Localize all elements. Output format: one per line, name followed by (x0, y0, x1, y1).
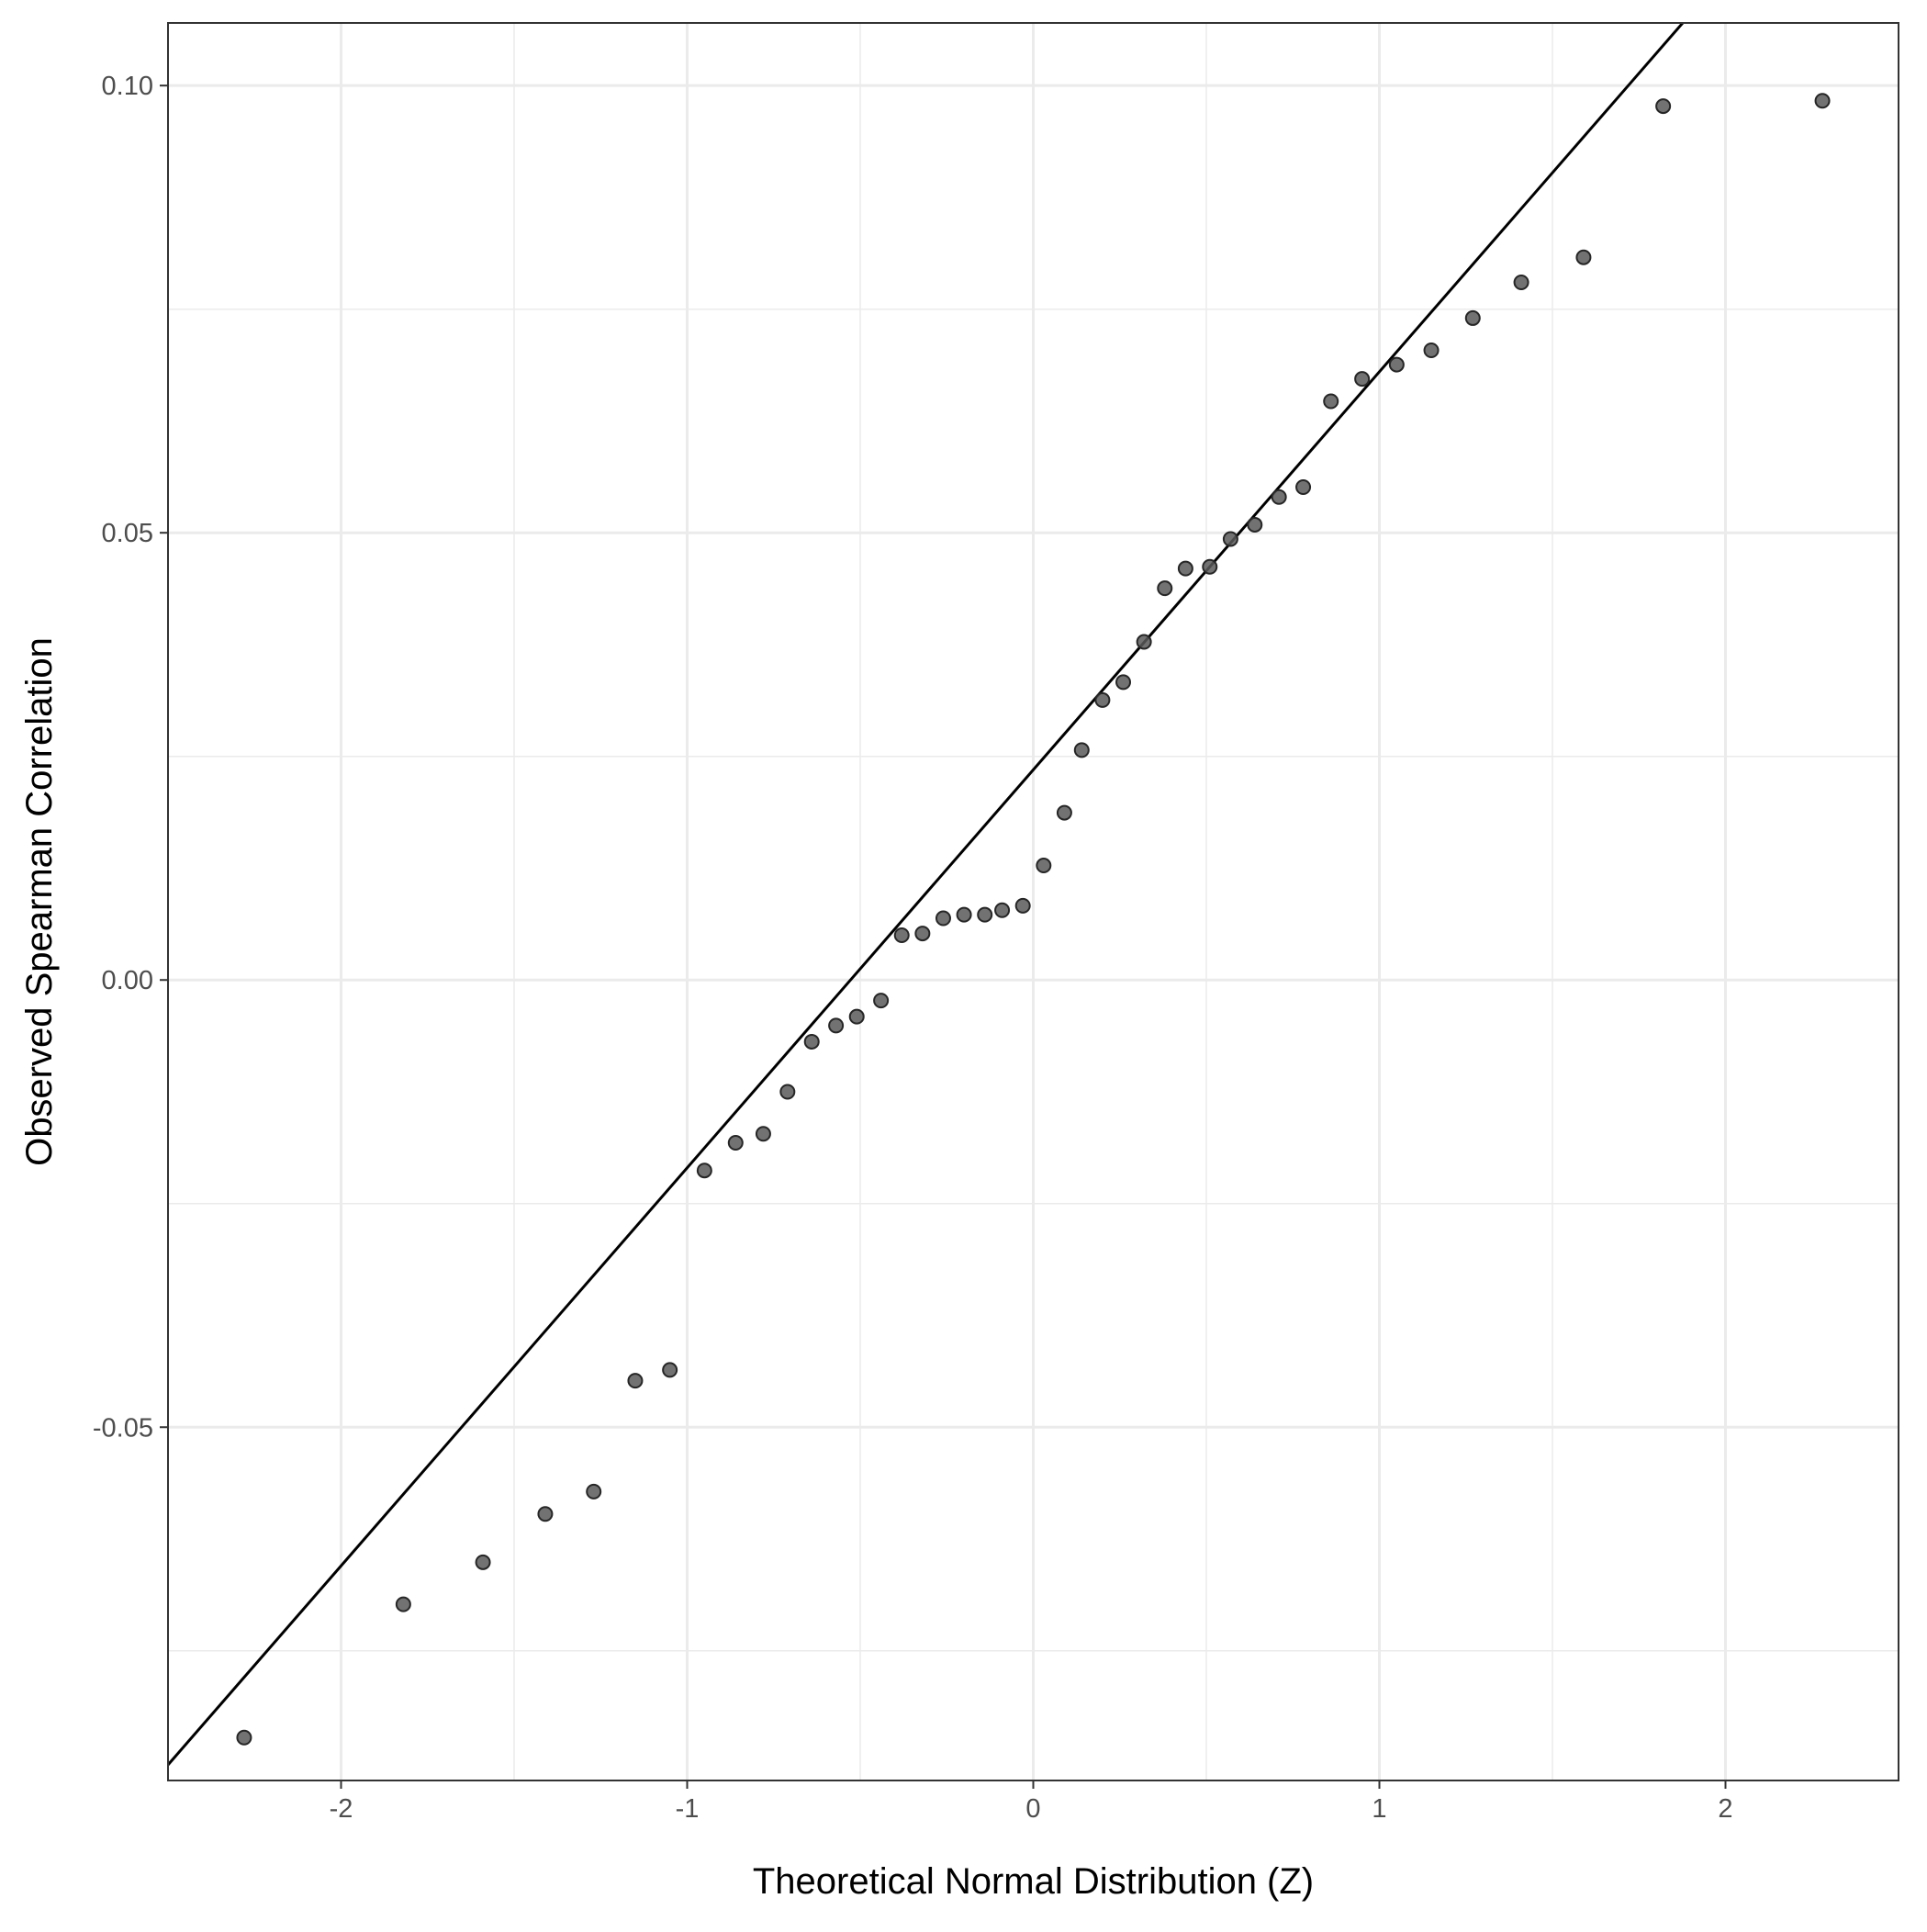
data-point (828, 1017, 845, 1034)
y-axis-title: Observed Spearman Correlation (19, 637, 60, 1166)
data-point (586, 1483, 602, 1500)
data-point (537, 1506, 554, 1522)
data-point (914, 926, 931, 942)
data-point (1655, 98, 1672, 115)
data-point (1323, 393, 1339, 410)
data-point (475, 1554, 491, 1570)
data-point (1036, 858, 1052, 874)
data-point (1094, 691, 1111, 708)
data-point (1513, 274, 1529, 290)
y-tick-label: 0.10 (102, 72, 153, 101)
data-point (1056, 804, 1072, 821)
data-point (1354, 371, 1371, 388)
x-tick-label: -2 (330, 1794, 353, 1824)
data-point (627, 1373, 644, 1389)
x-tick-label: -1 (676, 1794, 700, 1824)
data-point (1115, 674, 1132, 691)
data-point (893, 927, 910, 944)
data-point (1202, 558, 1218, 575)
y-axis-ticks: -0.05 0.00 0.05 0.10 (93, 72, 168, 1443)
qq-reference-line (168, 23, 1685, 1766)
data-point (977, 906, 993, 923)
major-gridlines (168, 23, 1899, 1780)
data-point (1464, 309, 1481, 326)
data-point (935, 910, 951, 927)
data-point (696, 1163, 712, 1179)
data-point (956, 906, 972, 923)
x-tick-label: 0 (1025, 1794, 1040, 1824)
data-point (1423, 343, 1440, 359)
y-tick-label: 0.05 (102, 519, 153, 548)
data-point (803, 1033, 820, 1050)
data-point (1222, 531, 1238, 547)
data-point (1814, 93, 1831, 109)
x-axis-ticks: -2 -1 0 1 2 (330, 1780, 1733, 1824)
reference-line-group (168, 23, 1685, 1766)
data-point (1388, 356, 1405, 373)
data-point (994, 902, 1011, 918)
y-tick-label: -0.05 (93, 1413, 153, 1443)
data-point (1247, 516, 1263, 533)
data-point (1014, 897, 1031, 914)
y-tick-label: 0.00 (102, 966, 153, 995)
data-point (662, 1362, 678, 1378)
data-point (848, 1008, 865, 1025)
data-point (1073, 742, 1090, 758)
data-point (1177, 560, 1193, 577)
data-point (1271, 489, 1287, 505)
data-point (236, 1729, 252, 1746)
data-point (779, 1084, 796, 1100)
data-point (755, 1126, 771, 1142)
data-point (1575, 249, 1592, 265)
data-point (727, 1135, 744, 1151)
x-axis-title: Theoretical Normal Distribution (Z) (753, 1861, 1314, 1902)
data-points (236, 93, 1831, 1746)
x-tick-label: 1 (1372, 1794, 1386, 1824)
data-point (1157, 580, 1173, 597)
data-point (1136, 634, 1152, 650)
data-point (873, 993, 890, 1009)
data-point (1295, 479, 1312, 496)
data-point (395, 1596, 411, 1612)
x-tick-label: 2 (1718, 1794, 1732, 1824)
